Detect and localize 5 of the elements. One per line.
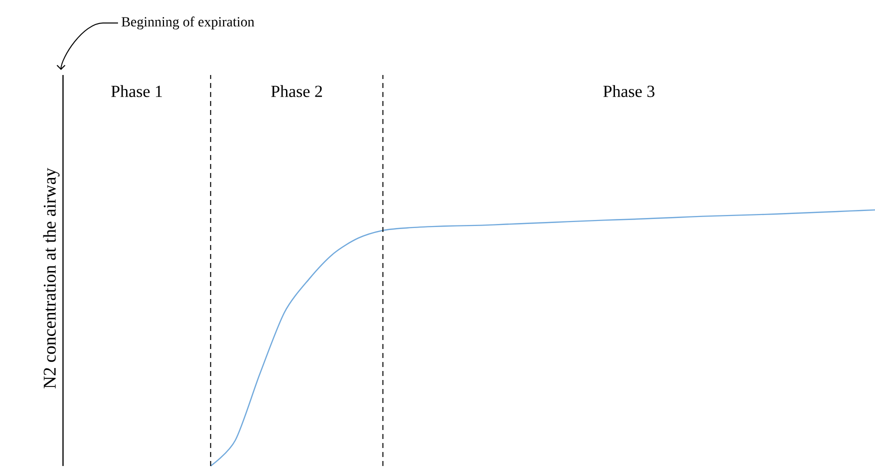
y-axis-title: N2 concentration at the airway (43, 168, 60, 388)
text: Beginning of expiration (122, 16, 254, 30)
text: Phase 2 (271, 85, 322, 98)
text: Phase 1 (111, 85, 162, 98)
text: Phase 3 (603, 85, 654, 98)
